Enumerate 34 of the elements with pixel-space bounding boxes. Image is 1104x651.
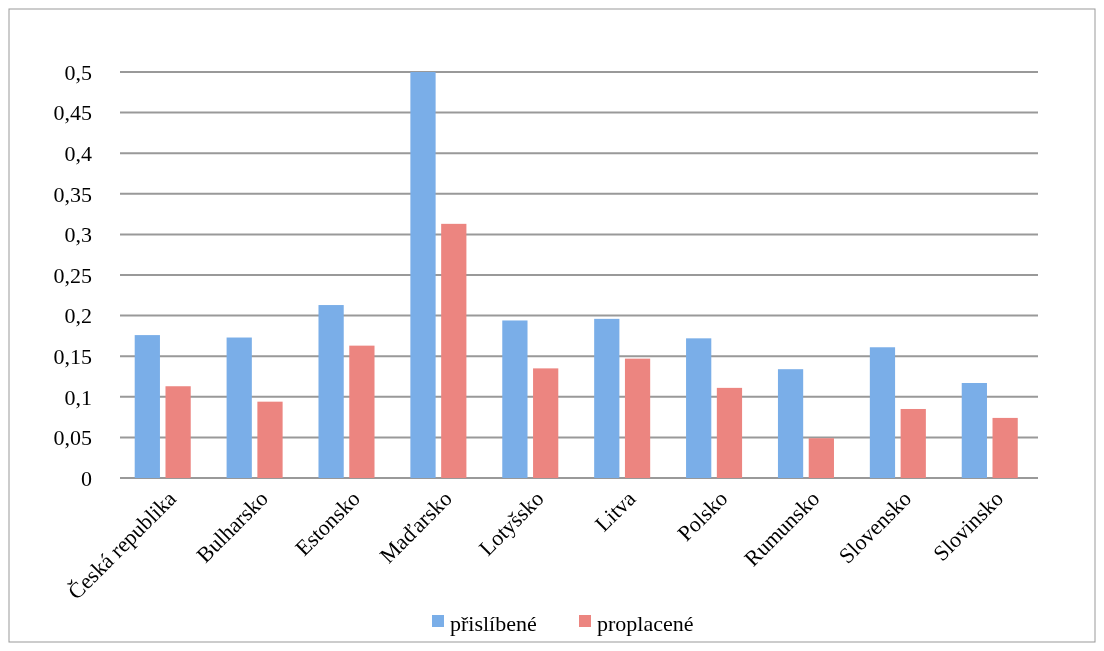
- y-tick-label: 0,35: [53, 181, 92, 207]
- legend-label: přislíbené: [450, 610, 537, 636]
- bar: [533, 368, 559, 478]
- bar: [502, 320, 528, 478]
- bar: [441, 223, 467, 478]
- y-tick-label: 0,3: [64, 222, 92, 248]
- bar: [594, 318, 620, 478]
- y-tick-label: 0,5: [64, 59, 92, 85]
- bar: [686, 338, 712, 478]
- y-tick-label: 0,1: [64, 384, 92, 410]
- bar: [900, 408, 926, 478]
- bar: [624, 358, 651, 478]
- legend-label: proplacené: [597, 610, 694, 636]
- y-tick-label: 0,15: [53, 343, 92, 369]
- y-tick-label: 0,25: [53, 262, 92, 288]
- bar: [226, 337, 252, 478]
- bar: [349, 345, 375, 478]
- bar: [869, 347, 896, 478]
- bar: [777, 369, 804, 478]
- bar: [808, 438, 834, 478]
- y-tick-label: 0: [81, 465, 92, 491]
- bar: [992, 417, 1018, 478]
- y-tick-label: 0,05: [53, 425, 92, 451]
- bar: [961, 383, 987, 478]
- y-tick-label: 0,45: [53, 100, 92, 126]
- bar: [134, 335, 160, 478]
- bar: [257, 401, 283, 478]
- bar: [410, 72, 436, 478]
- bar: [716, 387, 743, 478]
- y-tick-label: 0,4: [64, 140, 92, 166]
- y-tick-label: 0,2: [64, 303, 92, 329]
- bar: [318, 305, 344, 478]
- x-tick-label: Litva: [589, 485, 641, 537]
- bar: [165, 386, 191, 478]
